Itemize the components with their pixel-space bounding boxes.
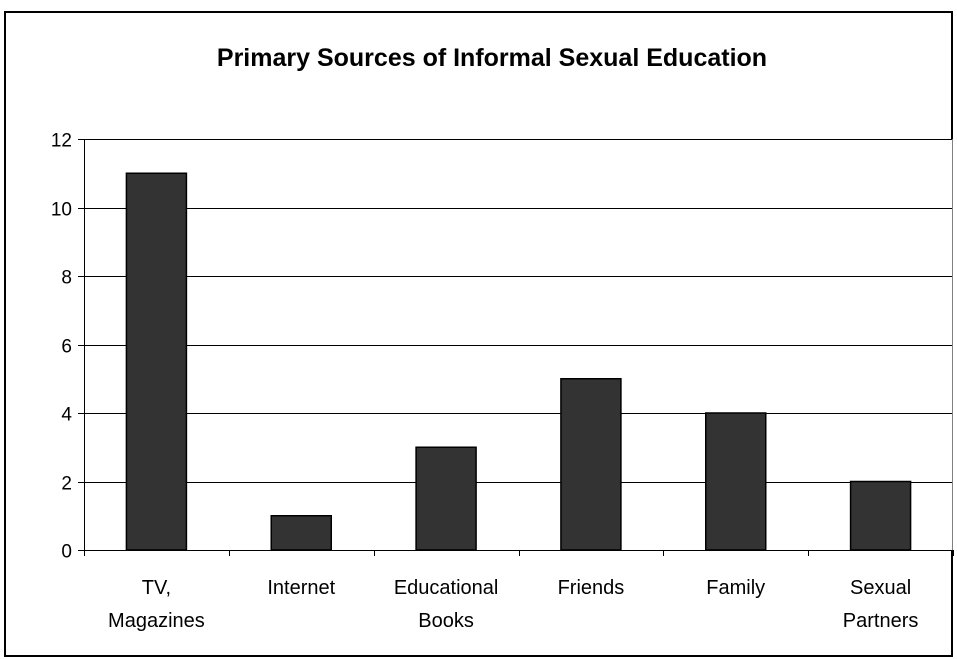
x-tick-label-line: Educational — [394, 577, 499, 599]
x-tick-label: Family — [706, 577, 765, 599]
y-tick-label: 4 — [61, 405, 72, 426]
x-tick-label: Sexual Partners — [843, 577, 919, 632]
bar-4 — [705, 412, 767, 551]
bar-5 — [849, 480, 912, 551]
x-tick-label: Friends — [558, 577, 625, 599]
x-tick-label-line: Internet — [267, 577, 335, 599]
x-tick-label-line: Sexual — [850, 577, 911, 599]
y-tick-label: 12 — [51, 131, 72, 152]
y-tick-label: 2 — [61, 474, 72, 495]
y-tick-label: 10 — [51, 200, 72, 221]
bar-1 — [270, 515, 332, 551]
y-tick-label: 0 — [61, 542, 72, 563]
bar-2 — [415, 446, 477, 551]
chart-title: Primary Sources of Informal Sexual Educa… — [217, 44, 767, 72]
plot-area: 0 2 4 6 8 10 12 TV, Magazines Internet Educational… — [51, 131, 954, 632]
x-tick-label-line: Family — [706, 577, 765, 599]
x-tick-label-line: Friends — [558, 577, 625, 599]
x-tick-label-line: TV, — [142, 577, 171, 599]
x-tick-label: Educational Books — [394, 577, 499, 632]
y-tick-label: 6 — [61, 337, 72, 358]
x-tick-label-line: Books — [418, 610, 474, 632]
bar-0 — [125, 172, 188, 551]
x-tick-label: Internet — [267, 577, 335, 599]
x-tick-label-line: Magazines — [108, 610, 205, 632]
y-tick-label: 8 — [61, 268, 72, 289]
plot-background — [84, 139, 953, 550]
bar-3 — [560, 378, 622, 551]
x-tick-label: TV, Magazines — [108, 577, 205, 632]
x-tick-label-line: Partners — [843, 610, 919, 632]
